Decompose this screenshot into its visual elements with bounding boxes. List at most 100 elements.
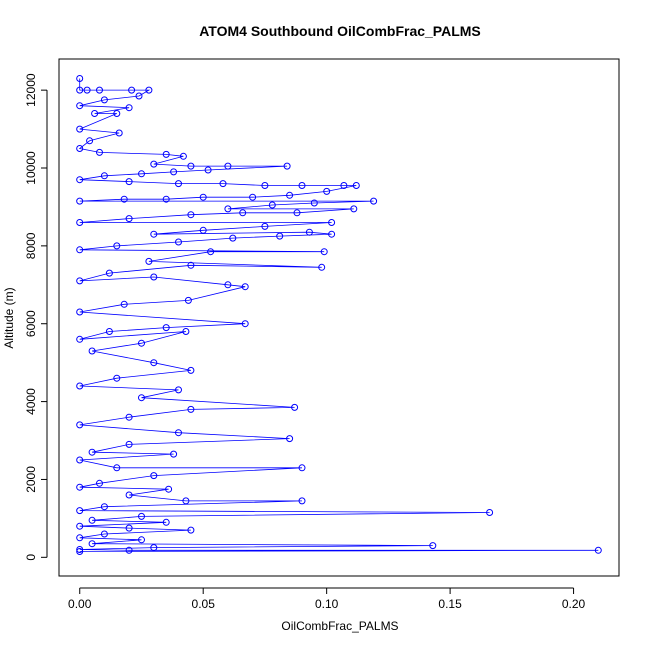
data-point bbox=[76, 125, 84, 133]
data-point bbox=[150, 359, 158, 367]
data-point bbox=[298, 464, 306, 472]
data-point bbox=[105, 269, 113, 277]
data-point bbox=[486, 509, 494, 516]
y-tick-label: 12000 bbox=[24, 73, 38, 107]
data-point bbox=[76, 75, 84, 82]
data-point bbox=[76, 277, 84, 285]
data-point bbox=[224, 162, 232, 170]
data-point bbox=[76, 86, 84, 94]
data-point bbox=[113, 374, 121, 382]
data-point bbox=[187, 526, 195, 534]
data-point bbox=[105, 328, 113, 335]
x-tick-label: 0.15 bbox=[438, 597, 462, 611]
data-point bbox=[318, 263, 326, 271]
data-point bbox=[199, 193, 207, 201]
data-point bbox=[125, 491, 133, 499]
data-point bbox=[283, 162, 291, 170]
data-point bbox=[91, 110, 99, 117]
data-point bbox=[76, 308, 84, 316]
data-point bbox=[120, 195, 128, 203]
plot-frame bbox=[58, 58, 620, 577]
x-tick-label: 0.10 bbox=[315, 597, 339, 611]
data-point bbox=[125, 440, 133, 448]
data-point bbox=[125, 546, 133, 554]
data-point bbox=[175, 238, 182, 246]
data-point bbox=[298, 497, 306, 505]
data-point bbox=[138, 394, 145, 402]
data-point bbox=[100, 172, 108, 180]
data-point bbox=[286, 435, 294, 443]
data-point bbox=[175, 180, 182, 188]
data-point bbox=[125, 178, 133, 186]
y-axis-label: Altitude (m) bbox=[2, 287, 16, 348]
data-point bbox=[150, 273, 158, 281]
data-point bbox=[162, 150, 170, 158]
data-point bbox=[187, 211, 195, 219]
data-point bbox=[293, 209, 301, 217]
data-point bbox=[179, 152, 187, 160]
data-point bbox=[182, 497, 190, 505]
data-point bbox=[76, 456, 84, 464]
data-point bbox=[100, 503, 108, 511]
data-point bbox=[175, 429, 182, 437]
data-point bbox=[249, 193, 257, 201]
data-point bbox=[199, 226, 207, 234]
data-point bbox=[76, 197, 84, 205]
data-point bbox=[138, 339, 145, 347]
data-point bbox=[88, 516, 96, 524]
data-point bbox=[184, 296, 192, 304]
data-point bbox=[128, 86, 136, 94]
data-point bbox=[165, 485, 173, 493]
data-point bbox=[76, 382, 84, 390]
data-point bbox=[135, 92, 143, 100]
data-point bbox=[76, 548, 84, 555]
data-point bbox=[125, 524, 133, 532]
data-point bbox=[229, 234, 237, 242]
data-point bbox=[187, 405, 195, 413]
data-point bbox=[96, 86, 103, 94]
data-point bbox=[150, 544, 158, 552]
data-point bbox=[96, 148, 103, 156]
data-point bbox=[125, 215, 133, 223]
data-point bbox=[83, 86, 91, 94]
data-point bbox=[268, 201, 276, 209]
data-point bbox=[96, 479, 103, 487]
data-point bbox=[187, 162, 195, 170]
data-point bbox=[162, 324, 170, 332]
data-point bbox=[76, 219, 84, 226]
data-point bbox=[150, 472, 158, 480]
data-point bbox=[76, 507, 84, 515]
series-line bbox=[78, 78, 599, 552]
data-point bbox=[291, 403, 299, 411]
data-point bbox=[370, 197, 378, 205]
data-point bbox=[76, 421, 84, 429]
data-point bbox=[76, 483, 84, 491]
y-tick-label: 2000 bbox=[24, 466, 38, 493]
data-point bbox=[352, 182, 360, 189]
data-point bbox=[120, 300, 128, 308]
data-point bbox=[175, 386, 182, 394]
plot-area bbox=[76, 75, 602, 555]
data-point bbox=[207, 248, 215, 256]
y-axis: 0 2000 4000 6000 8000 10000 12000 bbox=[24, 73, 48, 561]
data-point bbox=[100, 530, 108, 538]
data-point bbox=[125, 104, 133, 112]
data-point bbox=[113, 110, 121, 117]
data-point bbox=[76, 335, 84, 343]
data-point bbox=[320, 248, 328, 256]
data-point bbox=[219, 180, 227, 188]
data-point bbox=[76, 246, 84, 254]
data-point bbox=[170, 168, 178, 176]
data-point bbox=[88, 347, 96, 355]
data-point bbox=[88, 540, 96, 548]
x-tick-label: 0.00 bbox=[68, 597, 92, 611]
data-point bbox=[76, 102, 84, 110]
data-point bbox=[298, 182, 306, 189]
data-point bbox=[150, 230, 158, 238]
data-point bbox=[241, 320, 249, 328]
data-point bbox=[429, 542, 437, 550]
data-point bbox=[138, 536, 145, 544]
data-point bbox=[150, 160, 158, 168]
